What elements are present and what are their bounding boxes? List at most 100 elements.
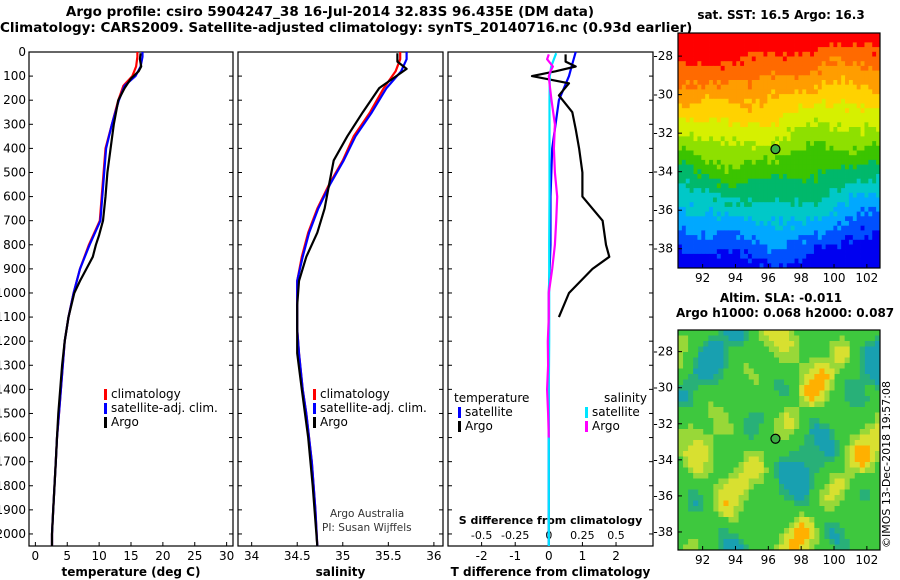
sst-map-cell bbox=[779, 155, 784, 161]
sst-map-cell bbox=[771, 42, 776, 48]
sla-map-cell bbox=[683, 517, 689, 523]
sst-map-cell bbox=[736, 206, 741, 212]
sst-map-cell bbox=[759, 244, 764, 250]
sla-map-cell bbox=[743, 357, 750, 364]
sst-map-cell bbox=[678, 127, 683, 133]
sla-map-cell bbox=[854, 363, 861, 369]
sst-map-cell bbox=[782, 174, 788, 180]
sla-map-cell bbox=[758, 379, 765, 386]
sst-map-cell bbox=[740, 216, 745, 222]
sst-map-cell bbox=[821, 169, 827, 175]
sst-map-cell bbox=[864, 117, 869, 123]
sla-map-cell bbox=[733, 522, 739, 529]
sst-map-cell bbox=[712, 253, 718, 259]
sla-map-cell bbox=[794, 473, 800, 479]
sla-map-cell bbox=[844, 462, 851, 468]
sla-map-cell bbox=[874, 456, 881, 463]
sst-map-cell bbox=[759, 221, 764, 227]
sst-map-cell bbox=[751, 239, 757, 245]
sla-map-cell bbox=[864, 489, 871, 496]
sla-map-cell bbox=[688, 385, 694, 391]
sst-map-cell bbox=[802, 211, 807, 217]
sla-map-cell bbox=[758, 456, 765, 463]
sst-map-cell bbox=[701, 117, 706, 123]
temperature-legend-label: climatology bbox=[111, 387, 181, 401]
sst-map-cell bbox=[736, 127, 741, 133]
sst-map-cell bbox=[848, 258, 854, 264]
sst-map-cell bbox=[751, 112, 757, 118]
sst-map-cell bbox=[767, 174, 772, 180]
sst-map-cell bbox=[701, 108, 706, 114]
sst-map-cell bbox=[755, 80, 760, 86]
sst-map-cell bbox=[705, 80, 710, 86]
sst-map-cell bbox=[709, 230, 714, 236]
sla-map-cell bbox=[738, 539, 745, 545]
sla-map-cell bbox=[779, 385, 785, 391]
sla-map-cell bbox=[753, 368, 760, 375]
sla-map-cell bbox=[784, 341, 790, 347]
sst-map-cell bbox=[697, 89, 702, 95]
sla-map-cell bbox=[804, 506, 810, 512]
sst-map-cell bbox=[755, 37, 760, 43]
sst-map-cell bbox=[744, 230, 749, 236]
sla-map-cell bbox=[748, 467, 755, 474]
sla-map-cell bbox=[859, 423, 866, 430]
sla-map-cell bbox=[859, 401, 866, 408]
sla-map-cell bbox=[748, 478, 755, 485]
sst-map-cell bbox=[845, 239, 850, 245]
sst-map-cell bbox=[709, 239, 714, 245]
sst-map-cell bbox=[681, 136, 687, 142]
sst-map-cell bbox=[825, 112, 830, 118]
sst-map-cell bbox=[782, 188, 788, 194]
sst-map-cell bbox=[709, 108, 714, 114]
sst-map-cell bbox=[872, 221, 877, 227]
sla-map-cell bbox=[773, 544, 780, 551]
sst-map-cell bbox=[876, 211, 881, 217]
sla-map-cell bbox=[763, 451, 770, 457]
sla-map-cell bbox=[768, 500, 775, 507]
sla-map-cell bbox=[874, 423, 881, 430]
sla-map-cell bbox=[874, 341, 881, 347]
sst-map-cell bbox=[798, 174, 803, 180]
sla-map-cell bbox=[718, 418, 724, 424]
sst-map-cell bbox=[833, 164, 838, 170]
difference-xtick-label: 0 bbox=[545, 549, 553, 563]
sst-map-cell bbox=[860, 235, 865, 241]
sla-map-cell bbox=[693, 374, 699, 380]
sst-map-cell bbox=[856, 131, 861, 137]
sla-map-cell bbox=[723, 352, 729, 358]
sla-map-cell bbox=[678, 462, 684, 468]
sla-map-cell bbox=[688, 335, 694, 342]
sst-map-cell bbox=[775, 136, 780, 142]
sla-map-cell bbox=[844, 533, 851, 540]
sla-map-cell bbox=[839, 495, 846, 501]
sst-map-cell bbox=[852, 145, 858, 151]
sla-map-cell bbox=[819, 484, 825, 490]
sla-map-cell bbox=[708, 341, 714, 347]
sla-map-cell bbox=[703, 385, 709, 391]
sla-map-cell bbox=[809, 517, 815, 523]
sst-map-cell bbox=[872, 84, 877, 90]
sla-map-cell bbox=[713, 434, 719, 441]
sst-map-cell bbox=[782, 206, 788, 212]
sst-map-cell bbox=[845, 244, 850, 250]
sst-map-cell bbox=[802, 112, 807, 118]
sst-map-cell bbox=[794, 84, 799, 90]
sst-map-cell bbox=[790, 150, 795, 156]
sla-map-cell bbox=[688, 467, 694, 474]
sst-map-cell bbox=[720, 239, 726, 245]
sst-map-cell bbox=[759, 131, 764, 137]
sst-map-cell bbox=[681, 117, 687, 123]
sst-map-cell bbox=[779, 42, 784, 48]
sla-map-cell bbox=[738, 544, 745, 551]
sst-map-cell bbox=[872, 117, 877, 123]
sst-map-cell bbox=[732, 206, 737, 212]
sst-map-cell bbox=[876, 65, 881, 71]
sla-map-cell bbox=[763, 478, 770, 485]
sla-map-cell bbox=[678, 451, 684, 457]
sst-map-cell bbox=[848, 216, 854, 222]
sst-map-cell bbox=[860, 169, 865, 175]
sst-map-cell bbox=[845, 225, 850, 231]
sst-map-cell bbox=[740, 42, 745, 48]
sst-map-cell bbox=[825, 136, 830, 142]
